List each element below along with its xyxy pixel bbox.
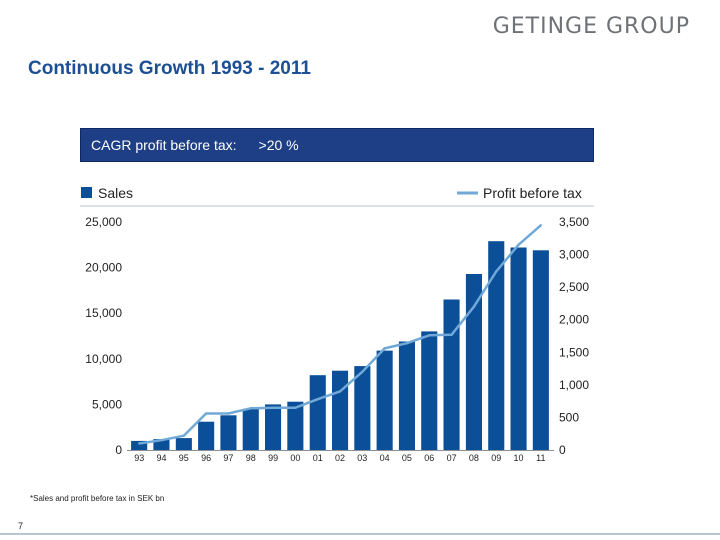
bar-sales-01 bbox=[309, 375, 326, 450]
page-title: Continuous Growth 1993 - 2011 bbox=[28, 58, 311, 79]
profit-point-11 bbox=[539, 224, 542, 227]
bar-sales-05 bbox=[398, 341, 415, 450]
right-tick-label: 2,500 bbox=[559, 280, 589, 294]
x-tick-label-97: 97 bbox=[223, 453, 233, 463]
bar-sales-93 bbox=[131, 440, 148, 450]
x-tick-label-00: 00 bbox=[290, 453, 300, 463]
bars-group bbox=[131, 241, 549, 450]
x-tick-label-08: 08 bbox=[469, 453, 479, 463]
cagr-banner: CAGR profit before tax: >20 % bbox=[80, 128, 594, 162]
bar-sales-11 bbox=[532, 250, 549, 450]
profit-point-03 bbox=[361, 370, 364, 373]
cagr-label: CAGR profit before tax: bbox=[91, 137, 237, 153]
left-tick-label: 25,000 bbox=[85, 215, 122, 229]
x-tick-label-09: 09 bbox=[491, 453, 501, 463]
company-logo: GETINGE GROUP bbox=[492, 14, 690, 39]
x-tick-label-10: 10 bbox=[513, 453, 523, 463]
bar-sales-10 bbox=[510, 247, 527, 450]
bar-sales-04 bbox=[376, 350, 393, 450]
legend-label-sales: Sales bbox=[98, 185, 133, 201]
bar-sales-95 bbox=[175, 438, 192, 450]
profit-point-94 bbox=[160, 439, 163, 442]
sales-profit-chart: Sales Profit before tax 0 5,000 10,000 15,0… bbox=[80, 185, 594, 463]
profit-point-93 bbox=[138, 442, 141, 445]
right-tick-label: 3,500 bbox=[559, 215, 589, 229]
profit-point-02 bbox=[338, 390, 342, 393]
profit-point-95 bbox=[182, 434, 185, 437]
x-tick-label-98: 98 bbox=[246, 453, 256, 463]
x-tick-label-94: 94 bbox=[156, 453, 166, 463]
bar-sales-99 bbox=[265, 404, 282, 450]
bar-sales-09 bbox=[488, 241, 505, 450]
right-tick-label: 1,000 bbox=[559, 378, 589, 392]
profit-line-group bbox=[138, 224, 542, 445]
x-tick-label-06: 06 bbox=[424, 453, 434, 463]
bar-sales-97 bbox=[220, 415, 237, 450]
x-tick-label-01: 01 bbox=[313, 453, 323, 463]
left-tick-label: 5,000 bbox=[92, 397, 122, 411]
cagr-value: >20 % bbox=[258, 137, 299, 153]
bar-sales-98 bbox=[242, 409, 259, 450]
x-axis-ticks: 93 94 95 96 97 98 99 00 01 02 03 04 05 06 07 08 09 10 11 bbox=[134, 453, 545, 463]
bar-sales-08 bbox=[465, 274, 482, 450]
bar-sales-02 bbox=[332, 370, 349, 450]
bar-sales-00 bbox=[287, 401, 304, 450]
profit-point-08 bbox=[472, 305, 476, 308]
bar-sales-94 bbox=[153, 439, 170, 450]
page-number: 7 bbox=[18, 521, 24, 531]
left-tick-label: 0 bbox=[115, 443, 122, 457]
profit-point-10 bbox=[517, 243, 520, 246]
bar-sales-07 bbox=[443, 299, 460, 450]
x-tick-label-96: 96 bbox=[201, 453, 211, 463]
profit-point-98 bbox=[249, 407, 252, 410]
profit-point-97 bbox=[227, 412, 230, 415]
x-tick-label-05: 05 bbox=[402, 453, 412, 463]
x-tick-label-04: 04 bbox=[380, 453, 390, 463]
bar-sales-96 bbox=[198, 421, 215, 450]
x-tick-label-93: 93 bbox=[134, 453, 144, 463]
x-tick-label-11: 11 bbox=[536, 453, 545, 463]
right-tick-label: 2,000 bbox=[559, 313, 589, 327]
left-tick-label: 15,000 bbox=[85, 306, 122, 320]
bar-sales-03 bbox=[354, 366, 371, 450]
x-tick-label-02: 02 bbox=[335, 453, 345, 463]
profit-point-06 bbox=[428, 334, 431, 337]
profit-point-96 bbox=[204, 412, 208, 415]
right-tick-label: 500 bbox=[559, 410, 579, 424]
right-tick-label: 0 bbox=[559, 443, 566, 457]
x-tick-label-07: 07 bbox=[447, 453, 457, 463]
profit-point-05 bbox=[405, 342, 409, 345]
profit-point-00 bbox=[294, 406, 297, 409]
left-axis-ticks: 0 5,000 10,000 15,000 20,000 25,000 bbox=[85, 215, 122, 457]
legend-swatch-sales bbox=[81, 187, 92, 198]
right-axis-ticks: 0 500 1,000 1,500 2,000 2,500 3,000 3,500 bbox=[559, 215, 589, 457]
profit-point-09 bbox=[495, 270, 498, 273]
profit-point-01 bbox=[316, 398, 319, 401]
bottom-rule bbox=[0, 533, 720, 535]
right-tick-label: 3,000 bbox=[559, 248, 589, 262]
x-tick-label-99: 99 bbox=[268, 453, 278, 463]
profit-point-04 bbox=[383, 347, 386, 350]
legend-label-profit: Profit before tax bbox=[483, 185, 582, 201]
right-tick-label: 1,500 bbox=[559, 345, 589, 359]
footnote: *Sales and profit before tax in SEK bn bbox=[30, 494, 165, 503]
profit-point-07 bbox=[450, 333, 453, 336]
left-tick-label: 20,000 bbox=[85, 261, 122, 275]
left-tick-label: 10,000 bbox=[85, 352, 122, 366]
bar-sales-06 bbox=[421, 331, 438, 450]
legend: Sales Profit before tax bbox=[81, 185, 582, 201]
profit-point-99 bbox=[271, 406, 275, 409]
x-tick-label-03: 03 bbox=[357, 453, 367, 463]
x-tick-label-95: 95 bbox=[179, 453, 189, 463]
